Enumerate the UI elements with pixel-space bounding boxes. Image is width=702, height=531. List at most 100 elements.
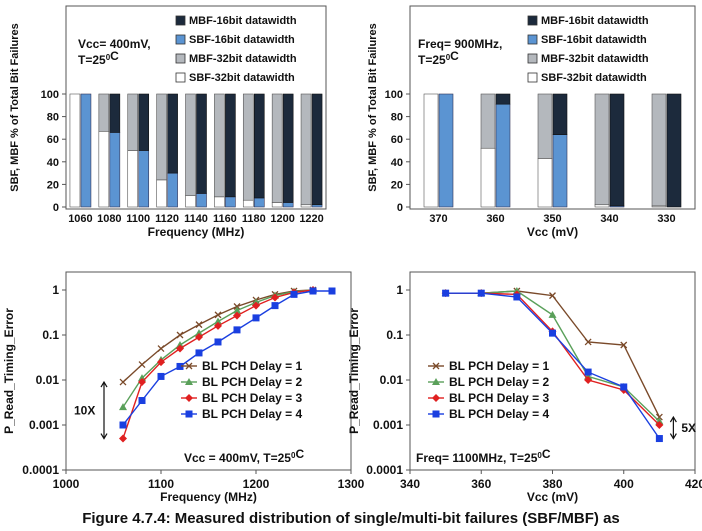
- bar-mbf16-0-2: [138, 93, 150, 151]
- data-point-0-3-9: [290, 290, 298, 298]
- data-point-1-3-5: [620, 383, 628, 391]
- line-chart-x-label-0: Frequency (MHz): [160, 490, 257, 504]
- bar-sbf32-0-8: [300, 204, 312, 208]
- bar-sbf16-0-3: [167, 172, 178, 208]
- data-point-1-3-4: [584, 368, 592, 376]
- bar-mbf16-0-8: [311, 93, 323, 206]
- line-x-tick-label-1-0: 340: [400, 477, 420, 491]
- data-point-0-2-5: [214, 321, 222, 330]
- line-chart-y-label-1: P_Read_Timing_Error: [347, 308, 361, 434]
- data-point-0-3-8: [271, 302, 279, 310]
- data-point-1-3-0: [442, 289, 450, 297]
- annotation-arrowhead-top-1: [669, 415, 677, 423]
- bar-chart-y-label-1: SBF, MBF % of Total Bit Failures: [367, 23, 379, 191]
- data-point-1-0-5: [620, 341, 628, 349]
- legend-label-0-2: MBF-32bit datawidth: [189, 53, 297, 65]
- bar-mbf32-0-3: [156, 93, 167, 181]
- bar-mbf16-0-4: [196, 93, 207, 194]
- annotation-label-1: 5X: [681, 421, 696, 435]
- bar-sbf16-0-0: [80, 93, 92, 208]
- data-point-0-0-5: [214, 311, 222, 319]
- data-point-0-2-3: [176, 344, 184, 353]
- data-point-0-1-3: [176, 340, 184, 348]
- legend-label-1-1: SBF-16bit datawidth: [541, 34, 647, 46]
- bar-mbf32-0-8: [300, 93, 312, 206]
- bar-sbf32-0-6: [242, 199, 254, 208]
- line-x-tick-label-1-4: 420: [685, 477, 702, 491]
- line-y-tick-label-0-2: 0.01: [36, 373, 60, 387]
- line-legend-label-1-2: BL PCH Delay = 3: [449, 391, 549, 405]
- bar-condition-line2-0: T=250C: [78, 49, 119, 67]
- legend-label-0-1: SBF-16bit datawidth: [189, 34, 295, 46]
- data-point-0-2-6: [233, 311, 241, 320]
- bar-sbf32-0-3: [156, 179, 167, 208]
- bar-x-tick-label-1-4: 330: [657, 213, 675, 225]
- data-point-0-1-4: [195, 329, 203, 337]
- bar-mbf16-0-3: [167, 93, 178, 174]
- data-point-0-2-4: [195, 333, 203, 342]
- line-legend-label-0-3: BL PCH Delay = 4: [202, 407, 302, 421]
- bar-mbf32-0-1: [98, 93, 110, 132]
- line-condition-0: Vcc = 400mV, T=250C: [184, 447, 304, 465]
- line-y-tick-label-0-3: 0.1: [42, 328, 59, 342]
- line-chart-x-label-1: Vcc (mV): [527, 490, 578, 504]
- data-point-0-0-3: [176, 331, 184, 339]
- line-legend-marker-0-0: [185, 362, 193, 370]
- bar-x-tick-label-1-2: 350: [543, 213, 561, 225]
- line-legend-label-1-3: BL PCH Delay = 4: [449, 407, 549, 421]
- line-y-tick-label-1-0: 0.0001: [366, 463, 403, 477]
- bar-sbf32-1-0: [423, 93, 439, 208]
- legend-swatch-0-3: [175, 72, 186, 83]
- bar-chart-frame-0: [65, 5, 327, 210]
- bar-x-tick-label-0-0: 1060: [68, 213, 92, 225]
- data-point-0-0-0: [119, 378, 127, 386]
- legend-label-1-0: MBF-16bit datawidth: [541, 15, 649, 27]
- legend-label-0-0: MBF-16bit datawidth: [189, 15, 297, 27]
- line-condition-1: Freq= 1100MHz, T=250C: [416, 447, 551, 465]
- bar-mbf32-0-2: [127, 93, 139, 151]
- bar-sbf16-1-1: [495, 103, 511, 208]
- line-x-tick-label-0-3: 1300: [338, 477, 365, 491]
- bar-mbf16-0-1: [109, 93, 121, 133]
- data-point-1-3-1: [477, 289, 485, 297]
- data-point-0-2-8: [271, 293, 279, 302]
- line-legend-marker-1-3: [432, 410, 440, 418]
- data-point-0-3-2: [157, 372, 165, 380]
- line-y-tick-label-0-1: 0.001: [29, 418, 59, 432]
- line-legend-label-0-1: BL PCH Delay = 2: [202, 375, 302, 389]
- bar-sbf16-0-5: [225, 196, 236, 208]
- line-legend-label-1-0: BL PCH Delay = 1: [449, 359, 549, 373]
- bar-sbf32-0-0: [69, 93, 81, 208]
- line-x-tick-label-1-3: 400: [614, 477, 634, 491]
- bar-sbf32-1-2: [537, 158, 553, 208]
- line-y-tick-label-0-4: 1: [52, 283, 59, 297]
- annotation-arrowhead-bottom-1: [669, 433, 677, 440]
- legend-swatch-0-2: [175, 53, 186, 64]
- line-x-tick-label-1-1: 360: [471, 477, 491, 491]
- bar-condition-line1-1: Freq= 900MHz,: [418, 37, 502, 51]
- data-point-0-1-6: [233, 306, 241, 314]
- data-point-0-2-1: [138, 378, 146, 387]
- bar-mbf16-0-5: [225, 93, 236, 198]
- data-point-0-0-4: [195, 321, 203, 329]
- bar-y-tick-label-0-2: 40: [47, 157, 59, 169]
- legend-swatch-0-1: [175, 34, 186, 45]
- bar-x-tick-label-0-7: 1200: [270, 213, 294, 225]
- line-legend-marker-1-1: [432, 378, 440, 385]
- bar-x-tick-label-0-1: 1080: [97, 213, 121, 225]
- data-point-0-3-1: [138, 397, 146, 405]
- data-point-0-3-5: [214, 338, 222, 346]
- data-point-1-2-4: [584, 376, 593, 384]
- legend-label-1-2: MBF-32bit datawidth: [541, 53, 649, 65]
- data-point-1-3-2: [513, 293, 521, 301]
- data-point-0-2-7: [252, 301, 260, 310]
- data-point-0-3-7: [252, 314, 260, 322]
- data-point-1-0-3: [549, 292, 556, 300]
- bar-x-tick-label-1-1: 360: [486, 213, 504, 225]
- bar-x-tick-label-0-2: 1100: [126, 213, 150, 225]
- line-chart-y-label-0: P_Read_Timing_Error: [2, 308, 16, 434]
- data-point-1-0-4: [584, 338, 592, 346]
- bar-mbf16-0-6: [253, 93, 265, 199]
- line-legend-label-1-1: BL PCH Delay = 2: [449, 375, 549, 389]
